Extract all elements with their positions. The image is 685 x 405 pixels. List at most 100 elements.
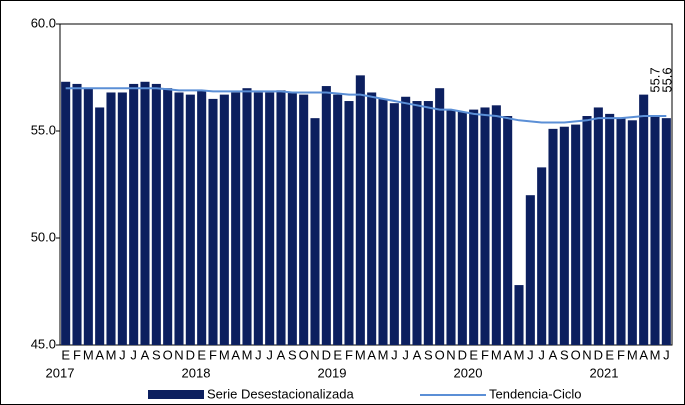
legend-label: Tendencia-Ciclo: [489, 386, 582, 401]
x-tick-label: O: [571, 347, 581, 362]
year-label: 2019: [318, 365, 347, 380]
bar: [378, 98, 388, 346]
bar: [582, 116, 592, 346]
x-tick-label: A: [367, 347, 376, 362]
bar: [231, 92, 241, 345]
x-tick-label: J: [402, 347, 409, 362]
x-tick-label: E: [469, 347, 478, 362]
x-tick-label: M: [627, 347, 638, 362]
x-tick-label: O: [299, 347, 309, 362]
x-tick-label: A: [549, 347, 558, 362]
x-tick-label: D: [458, 347, 467, 362]
bar: [321, 86, 331, 345]
x-tick-label: F: [209, 347, 217, 362]
year-label: 2021: [590, 365, 619, 380]
year-label: 2018: [182, 365, 211, 380]
x-tick-label: A: [503, 347, 512, 362]
bar: [333, 94, 343, 346]
bar: [174, 92, 184, 345]
x-tick-label: D: [322, 347, 331, 362]
bar: [140, 81, 150, 345]
x-tick-label: M: [219, 347, 230, 362]
bar: [151, 83, 161, 346]
legend-swatch: [148, 390, 204, 399]
bar: [276, 90, 286, 345]
x-tick-label: N: [446, 347, 455, 362]
bar: [423, 101, 433, 345]
bar: [219, 94, 229, 346]
legend-label: Serie Desestacionalizada: [207, 386, 354, 401]
bar: [95, 107, 105, 346]
bar: [367, 92, 377, 345]
bar: [163, 88, 173, 345]
bar: [72, 83, 82, 346]
bar: [412, 101, 422, 345]
bar: [639, 94, 649, 346]
x-tick-label: M: [650, 347, 661, 362]
bar: [514, 285, 524, 345]
bar: [661, 118, 671, 345]
x-tick-label: E: [605, 347, 614, 362]
x-tick-label: A: [277, 347, 286, 362]
x-tick-label: F: [345, 347, 353, 362]
bar: [503, 116, 513, 346]
x-tick-label: J: [391, 347, 398, 362]
x-tick-label: E: [61, 347, 70, 362]
x-tick-label: J: [255, 347, 262, 362]
y-tick-label: 55.0: [31, 122, 56, 137]
bar: [446, 109, 456, 345]
bar: [559, 126, 569, 345]
x-tick-label: A: [639, 347, 648, 362]
x-tick-label: J: [663, 347, 670, 362]
year-label: 2017: [46, 365, 75, 380]
bar: [389, 103, 399, 346]
x-tick-label: M: [106, 347, 117, 362]
bar: [287, 92, 297, 345]
x-tick-label: E: [333, 347, 342, 362]
bar: [208, 98, 218, 346]
x-tick-label: M: [355, 347, 366, 362]
x-tick-label: S: [560, 347, 569, 362]
x-tick-label: F: [481, 347, 489, 362]
x-tick-label: J: [119, 347, 126, 362]
x-tick-label: J: [130, 347, 137, 362]
bar: [242, 88, 252, 345]
bar: [253, 92, 263, 345]
bar: [537, 167, 547, 345]
x-tick-label: N: [582, 347, 591, 362]
x-tick-label: M: [491, 347, 502, 362]
x-tick-label: A: [413, 347, 422, 362]
bar: [571, 124, 581, 345]
bar: [61, 81, 71, 345]
x-tick-label: M: [378, 347, 389, 362]
y-tick-label: 50.0: [31, 229, 56, 244]
x-tick-label: N: [310, 347, 319, 362]
bar: [480, 107, 490, 346]
bar: [593, 107, 603, 346]
trend-line: [65, 87, 667, 124]
data-label: 55.6: [659, 67, 674, 92]
x-tick-label: N: [174, 347, 183, 362]
y-tick-label: 60.0: [31, 15, 56, 30]
x-tick-label: F: [73, 347, 81, 362]
year-label: 2020: [454, 365, 483, 380]
bar: [435, 88, 445, 345]
bar: [469, 109, 479, 345]
bar: [457, 111, 467, 346]
bar: [605, 113, 615, 345]
bar: [525, 195, 535, 345]
x-tick-label: E: [197, 347, 206, 362]
bar: [401, 96, 411, 345]
bar: [310, 118, 320, 345]
bar: [117, 92, 127, 345]
x-tick-label: S: [288, 347, 297, 362]
bar: [355, 75, 365, 346]
bar: [197, 90, 207, 345]
x-tick-label: M: [514, 347, 525, 362]
x-tick-label: M: [83, 347, 94, 362]
bar: [106, 92, 116, 345]
x-tick-label: J: [538, 347, 545, 362]
bar: [491, 105, 501, 345]
x-tick-label: M: [242, 347, 253, 362]
